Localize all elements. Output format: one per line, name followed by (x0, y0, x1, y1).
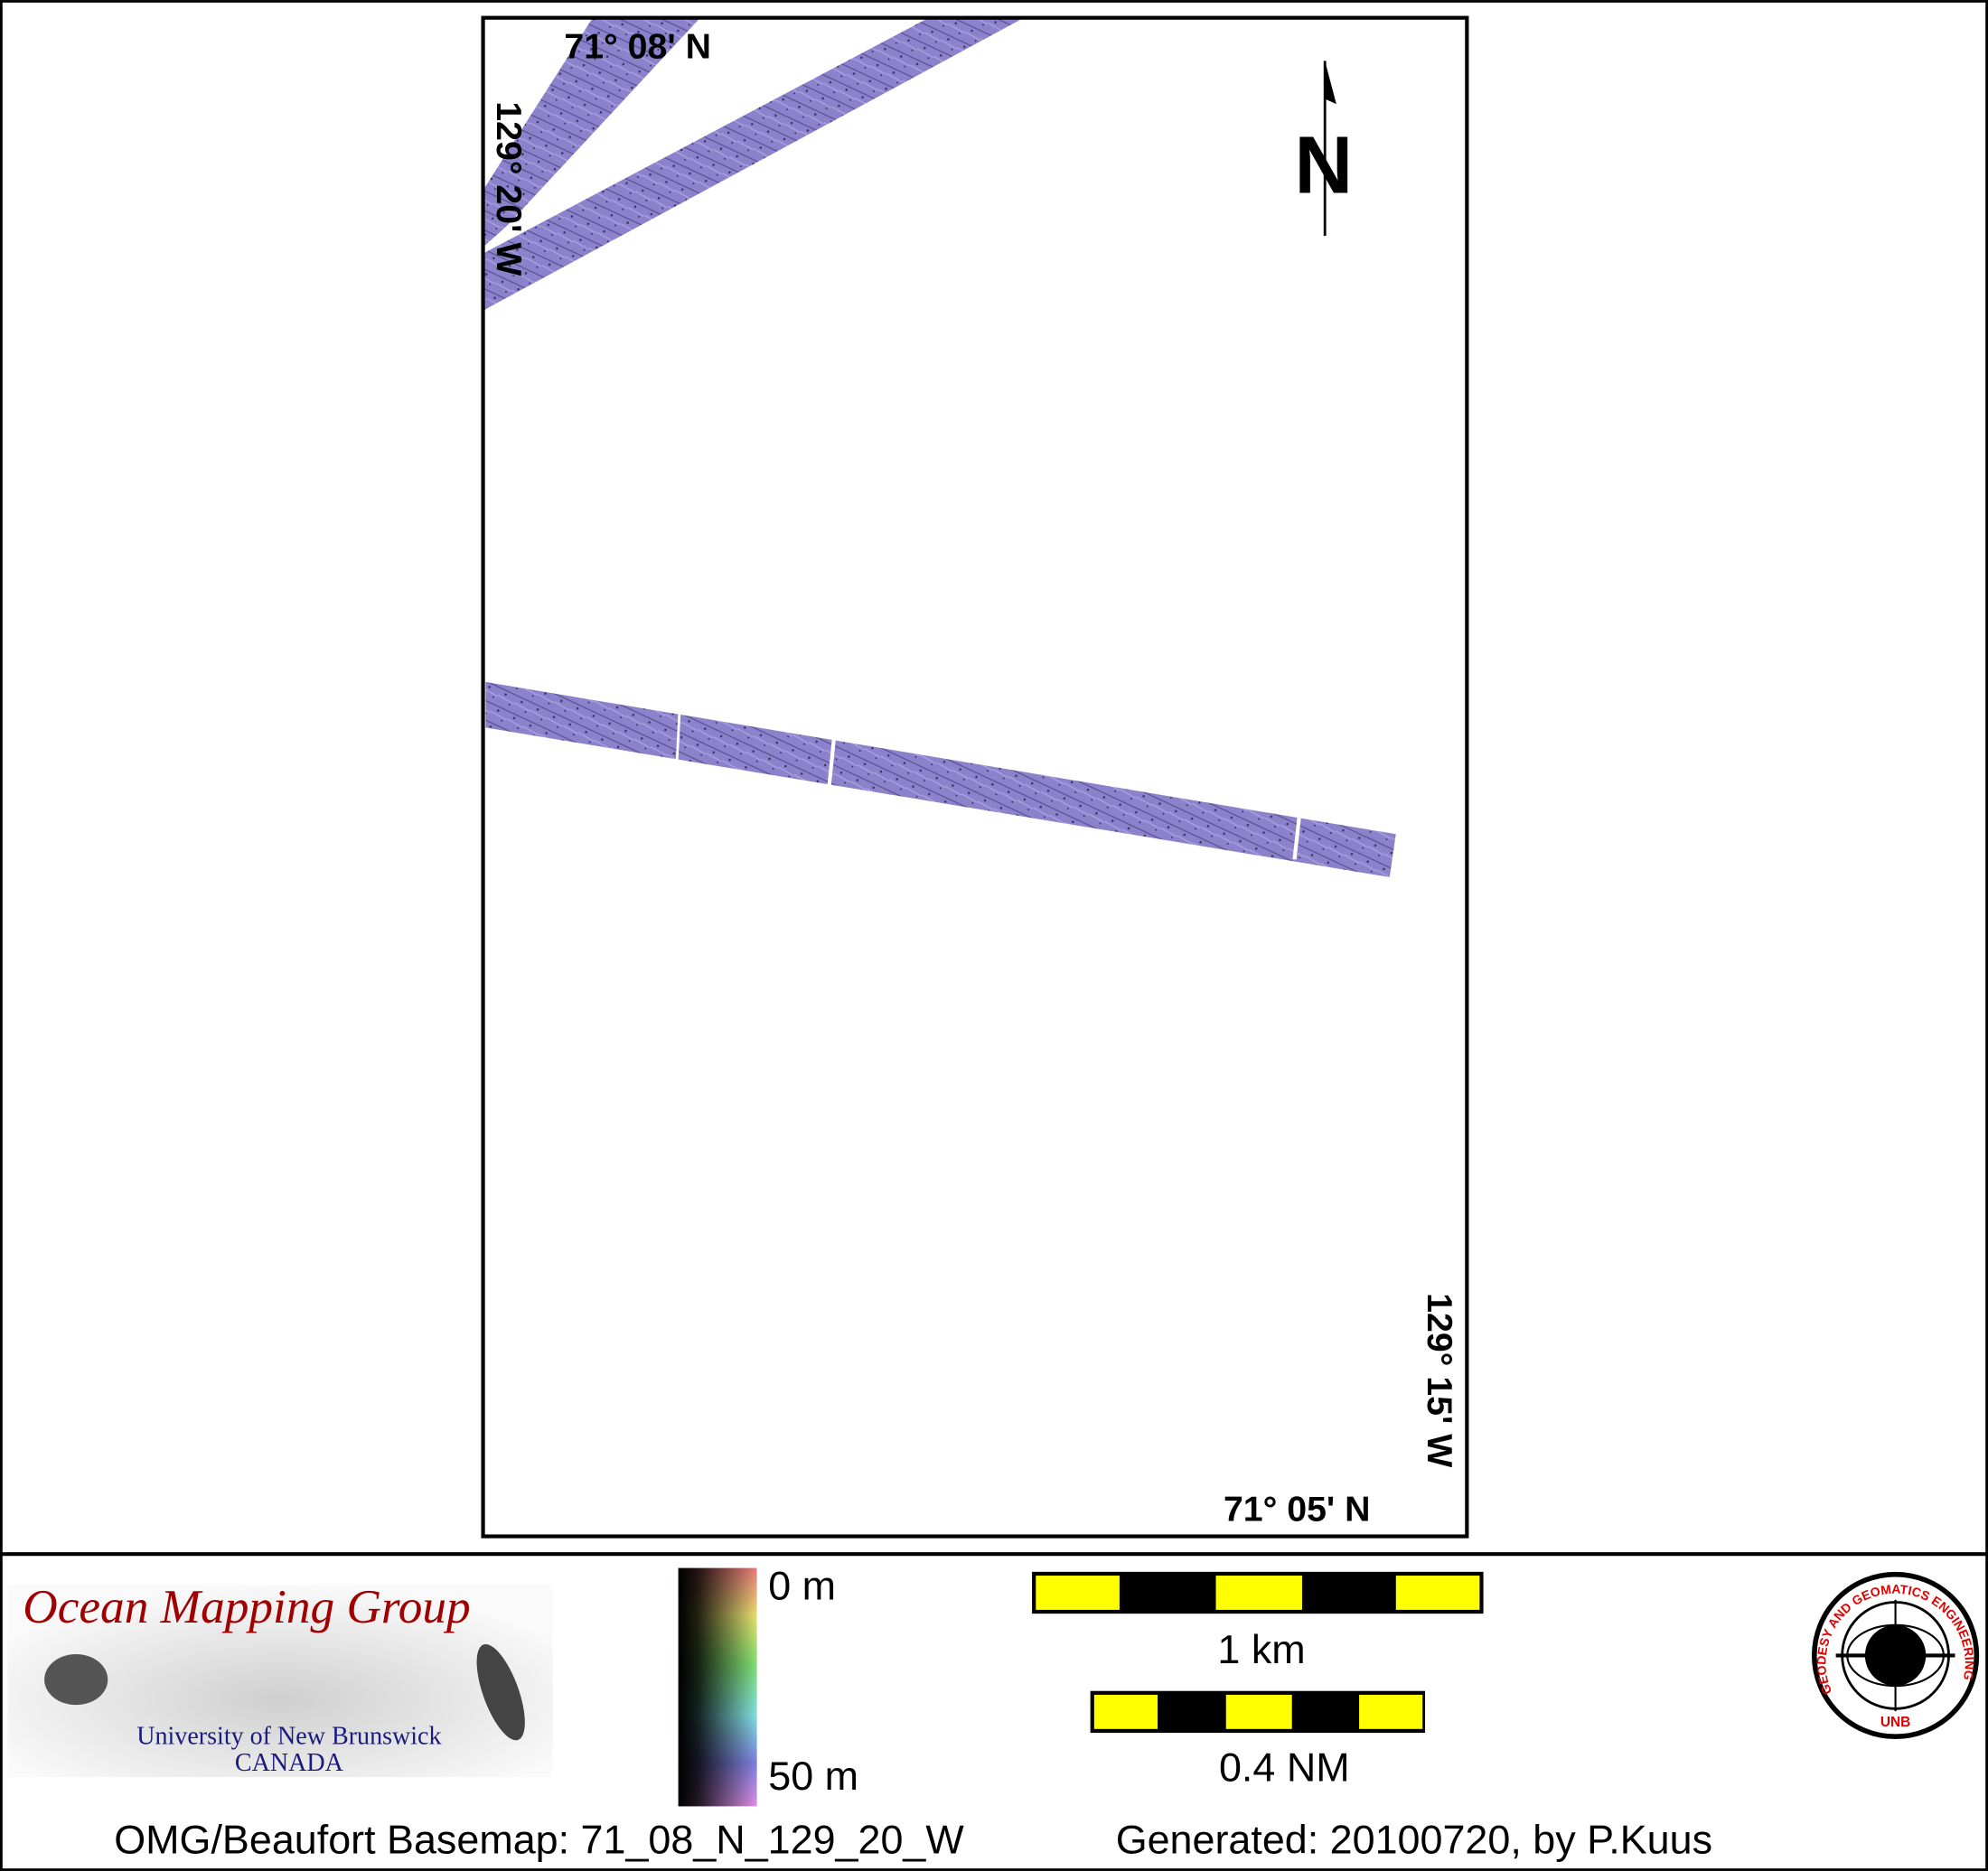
colorbar-bottom-label: 50 m (768, 1753, 858, 1799)
logo-title: Ocean Mapping Group (23, 1579, 470, 1633)
lon-label-right: 129° 15' W (1420, 1293, 1459, 1468)
basemap-id: OMG/Beaufort Basemap: 71_08_N_129_20_W (114, 1816, 964, 1862)
map-frame (481, 15, 1469, 1539)
generated-info: Generated: 20100720, by P.Kuus (1116, 1816, 1712, 1862)
seal-unb-text: UNB (1880, 1715, 1910, 1730)
scale-bar-nm-label: 0.4 NM (1219, 1744, 1350, 1790)
north-label: N (1294, 120, 1353, 210)
swath-strip-upper-left (483, 17, 700, 248)
unb-seal-logo: GEODESY AND GEOMATICS ENGINEERING UNB (1811, 1571, 1980, 1740)
lon-label-left: 129° 20' W (489, 101, 529, 276)
lat-label-top: 71° 08' N (564, 27, 711, 67)
scale-bar-nm: 0.4 NM (1090, 1690, 1426, 1790)
scale-bar-km: 1 km (1032, 1571, 1484, 1672)
colorbar-top-label: 0 m (768, 1563, 836, 1609)
swath-strip-lower (485, 681, 1396, 877)
lat-label-bottom: 71° 05' N (1224, 1490, 1371, 1530)
map-panel: 71° 08' N 129° 20' W 71° 05' N 129° 15' … (481, 15, 1469, 1539)
logo-country: CANADA (235, 1749, 344, 1777)
scale-bar-km-label: 1 km (1217, 1626, 1305, 1672)
depth-colorbar: 0 m 50 m (678, 1563, 858, 1807)
omg-logo: Ocean Mapping Group University of New Br… (7, 1579, 553, 1778)
logo-university: University of New Brunswick (136, 1723, 442, 1751)
swath-strip-upper-right (483, 17, 1025, 311)
north-arrow-icon: N (1294, 61, 1353, 237)
